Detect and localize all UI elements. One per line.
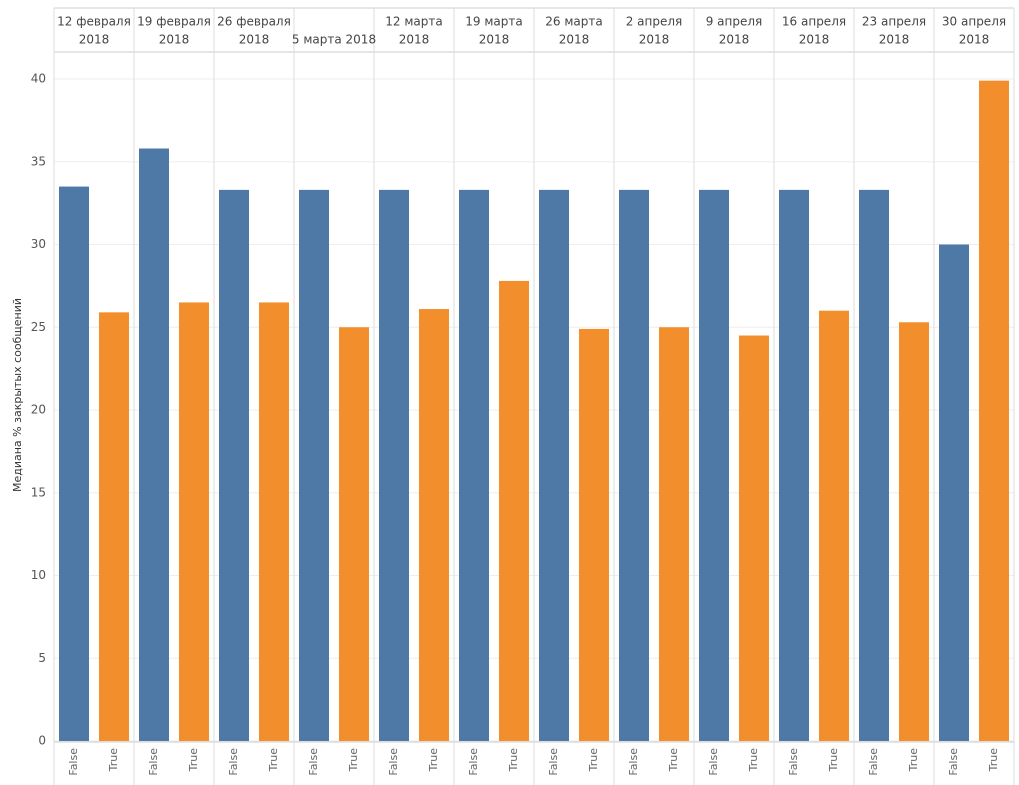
- bar: [339, 327, 369, 741]
- x-tick-label: False: [467, 748, 480, 776]
- x-tick-label: False: [947, 748, 960, 776]
- column-header: 30 апреля: [942, 15, 1006, 29]
- x-tick-label: False: [227, 748, 240, 776]
- bar: [739, 335, 769, 741]
- bar: [939, 244, 969, 741]
- y-tick-label: 40: [31, 72, 46, 86]
- column-header: 2018: [719, 33, 750, 47]
- bar: [539, 189, 569, 741]
- y-tick-label: 0: [38, 734, 46, 748]
- column-header: 2018: [79, 33, 110, 47]
- x-tick-label: False: [867, 748, 880, 776]
- y-tick-label: 10: [31, 568, 46, 582]
- x-tick-label: False: [547, 748, 560, 776]
- y-tick-label: 25: [31, 320, 46, 334]
- column-header: 2018: [639, 33, 670, 47]
- y-tick-label: 30: [31, 237, 46, 251]
- bar: [899, 322, 929, 741]
- bar: [859, 189, 889, 741]
- x-tick-label: False: [627, 748, 640, 776]
- column-header: 2018: [159, 33, 190, 47]
- bar: [779, 189, 809, 741]
- x-tick-label: True: [747, 748, 760, 773]
- x-tick-label: False: [67, 748, 80, 776]
- y-tick-label: 35: [31, 154, 46, 168]
- x-tick-label: True: [907, 748, 920, 773]
- column-header: 26 марта: [545, 15, 602, 29]
- x-tick-label: False: [307, 748, 320, 776]
- x-tick-label: True: [827, 748, 840, 773]
- x-tick-label: True: [587, 748, 600, 773]
- x-tick-label: True: [267, 748, 280, 773]
- y-tick-label: 15: [31, 485, 46, 499]
- x-tick-label: False: [387, 748, 400, 776]
- column-header: 2018: [959, 33, 990, 47]
- column-header: 2018: [799, 33, 830, 47]
- bar: [619, 189, 649, 741]
- x-tick-label: True: [507, 748, 520, 773]
- column-header: 12 марта: [385, 15, 442, 29]
- x-tick-label: True: [427, 748, 440, 773]
- column-header: 2018: [239, 33, 270, 47]
- bar: [979, 80, 1009, 741]
- y-tick-label: 5: [38, 651, 46, 665]
- column-header: 2018: [399, 33, 430, 47]
- column-header: 9 апреля: [706, 15, 763, 29]
- column-header: 26 февраля: [217, 15, 291, 29]
- column-header: 2018: [479, 33, 510, 47]
- bar: [179, 302, 209, 741]
- column-header: 19 марта: [465, 15, 522, 29]
- bar: [459, 189, 489, 741]
- bar: [499, 280, 529, 741]
- x-tick-label: True: [187, 748, 200, 773]
- bar: [59, 186, 89, 741]
- bar: [419, 309, 449, 741]
- x-tick-label: False: [147, 748, 160, 776]
- bar: [699, 189, 729, 741]
- column-header: 2018: [559, 33, 590, 47]
- bar: [99, 312, 129, 741]
- column-header: 19 февраля: [137, 15, 211, 29]
- x-tick-label: False: [707, 748, 720, 776]
- bar: [219, 189, 249, 741]
- column-header: 16 апреля: [782, 15, 846, 29]
- bar: [819, 310, 849, 741]
- bar: [579, 328, 609, 741]
- column-header: 23 апреля: [862, 15, 926, 29]
- x-tick-label: True: [987, 748, 1000, 773]
- bar: [299, 189, 329, 741]
- x-tick-label: True: [107, 748, 120, 773]
- column-header: 2 апреля: [626, 15, 683, 29]
- bar: [139, 148, 169, 741]
- bar: [259, 302, 289, 741]
- column-header: 2018: [879, 33, 910, 47]
- column-header: 12 февраля: [57, 15, 131, 29]
- y-axis-label: Медиана % закрытых сообщений: [11, 298, 24, 492]
- bar: [659, 327, 689, 741]
- x-tick-label: False: [787, 748, 800, 776]
- bar: [379, 189, 409, 741]
- x-tick-label: True: [667, 748, 680, 773]
- column-header: 5 марта 2018: [292, 33, 376, 47]
- y-tick-label: 20: [31, 403, 46, 417]
- x-tick-label: True: [347, 748, 360, 773]
